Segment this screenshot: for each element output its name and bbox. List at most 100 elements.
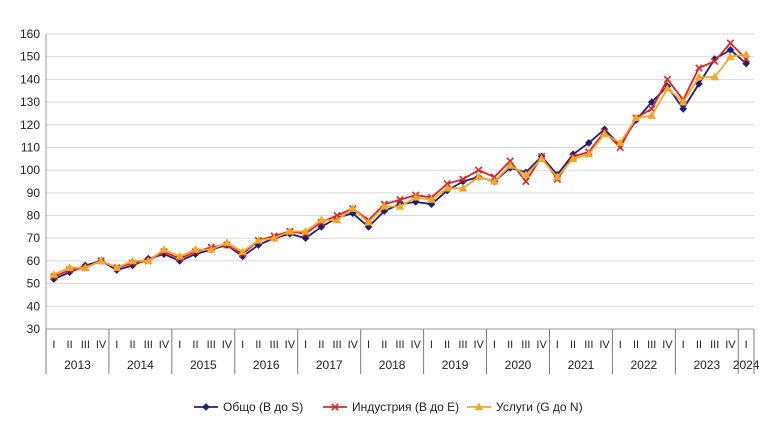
x-tick-year: 2018	[379, 358, 406, 372]
data-point	[159, 245, 169, 253]
data-point	[443, 180, 451, 188]
data-point	[191, 245, 200, 253]
x-tick-quarter: I	[619, 339, 622, 351]
y-tick-label: 140	[20, 72, 40, 86]
data-point	[710, 72, 719, 81]
data-point	[332, 215, 342, 224]
x-tick-quarter: I	[367, 339, 370, 351]
x-tick-quarter: I	[556, 339, 559, 351]
x-tick-year: 2019	[442, 358, 469, 372]
legend-label: Услуги (G до N)	[496, 400, 583, 414]
y-tick-label: 130	[20, 95, 40, 109]
x-tick-quarter: II	[192, 339, 198, 351]
x-tick-year: 2024	[733, 358, 760, 372]
legend-item-1: Общо (B до S)	[194, 400, 303, 414]
x-tick-quarter: III	[647, 339, 656, 351]
data-point	[474, 166, 483, 174]
data-point	[222, 238, 232, 246]
series-3	[49, 50, 751, 278]
data-point	[490, 177, 499, 185]
data-point	[679, 105, 688, 113]
data-point	[505, 161, 515, 169]
x-tick-quarter: I	[745, 339, 748, 351]
x-tick-quarter: IV	[725, 339, 736, 351]
series-lines	[49, 39, 751, 283]
data-point	[364, 217, 373, 226]
x-tick-quarter: III	[521, 339, 530, 351]
data-point	[81, 263, 90, 271]
x-tick-quarter: II	[696, 339, 702, 351]
x-tick-quarter: IV	[96, 339, 107, 351]
x-tick-quarter: III	[584, 339, 593, 351]
x-tick-year: 2016	[253, 358, 280, 372]
data-point	[317, 215, 326, 224]
legend-item-3: Услуги (G до N)	[467, 400, 583, 414]
data-point	[459, 175, 467, 183]
x-tick-quarter: I	[493, 339, 496, 351]
x-tick-year: 2014	[127, 358, 154, 372]
x-tick-quarter: III	[395, 339, 404, 351]
data-point	[695, 80, 703, 88]
data-point	[678, 97, 688, 106]
data-point	[568, 154, 578, 162]
data-point	[301, 227, 310, 235]
y-tick-label: 50	[27, 277, 41, 291]
data-point	[112, 263, 122, 271]
x-tick-quarter: I	[52, 339, 55, 351]
x-tick-quarter: III	[270, 339, 279, 351]
y-tick-label: 90	[27, 186, 41, 200]
x-tick-quarter: I	[115, 339, 118, 351]
data-point	[317, 223, 326, 231]
x-tick-quarter: I	[682, 339, 685, 351]
x-tick-year: 2013	[64, 358, 91, 372]
legend-label: Индустрия (B до E)	[352, 400, 459, 414]
x-tick-quarter: II	[633, 339, 639, 351]
x-tick-quarter: II	[570, 339, 576, 351]
x-tick-quarter: I	[304, 339, 307, 351]
y-tick-label: 70	[27, 231, 41, 245]
y-tick-label: 40	[27, 299, 41, 313]
x-tick-quarter: I	[241, 339, 244, 351]
legend-swatch-marker	[331, 403, 339, 411]
x-tick-quarter: II	[255, 339, 261, 351]
data-point	[427, 200, 436, 209]
x-tick-quarter: III	[332, 339, 341, 351]
y-axis: 30 40 50 60 70 80 90 100 110 120 130 140 150 160	[20, 27, 47, 336]
x-tick-year: 2020	[505, 358, 532, 372]
y-tick-label: 120	[20, 118, 40, 132]
data-point	[584, 149, 594, 158]
x-tick-year: 2022	[631, 358, 658, 372]
data-point	[269, 233, 279, 242]
data-point	[96, 256, 106, 265]
data-point	[254, 236, 263, 244]
legend-item-2: Индустрия (B до E)	[323, 400, 459, 414]
data-point	[175, 251, 185, 260]
y-tick-label: 160	[20, 27, 40, 41]
data-point	[474, 172, 483, 181]
x-tick-quarter: IV	[536, 339, 547, 351]
x-tick-quarter: II	[129, 339, 135, 351]
data-point	[206, 245, 216, 253]
series-line	[53, 49, 747, 280]
x-tick-quarter: IV	[473, 339, 484, 351]
series-line	[53, 42, 747, 278]
y-tick-label: 100	[20, 163, 40, 177]
data-point	[600, 129, 609, 137]
legend-swatch-marker	[474, 402, 484, 411]
data-point	[128, 256, 137, 265]
grid-lines	[46, 33, 754, 330]
y-tick-label: 150	[20, 50, 40, 64]
data-point	[522, 177, 530, 186]
data-point	[663, 75, 672, 84]
data-point	[631, 113, 641, 122]
legend: Общо (B до S) Индустрия (B до E) Услуги (G…	[194, 400, 583, 414]
data-point	[663, 84, 672, 92]
x-tick-quarter: III	[81, 339, 90, 351]
data-point	[285, 227, 295, 235]
x-tick-quarter: IV	[285, 339, 296, 351]
data-point	[694, 72, 704, 81]
x-tick-quarter: III	[710, 339, 719, 351]
data-point	[615, 138, 625, 147]
